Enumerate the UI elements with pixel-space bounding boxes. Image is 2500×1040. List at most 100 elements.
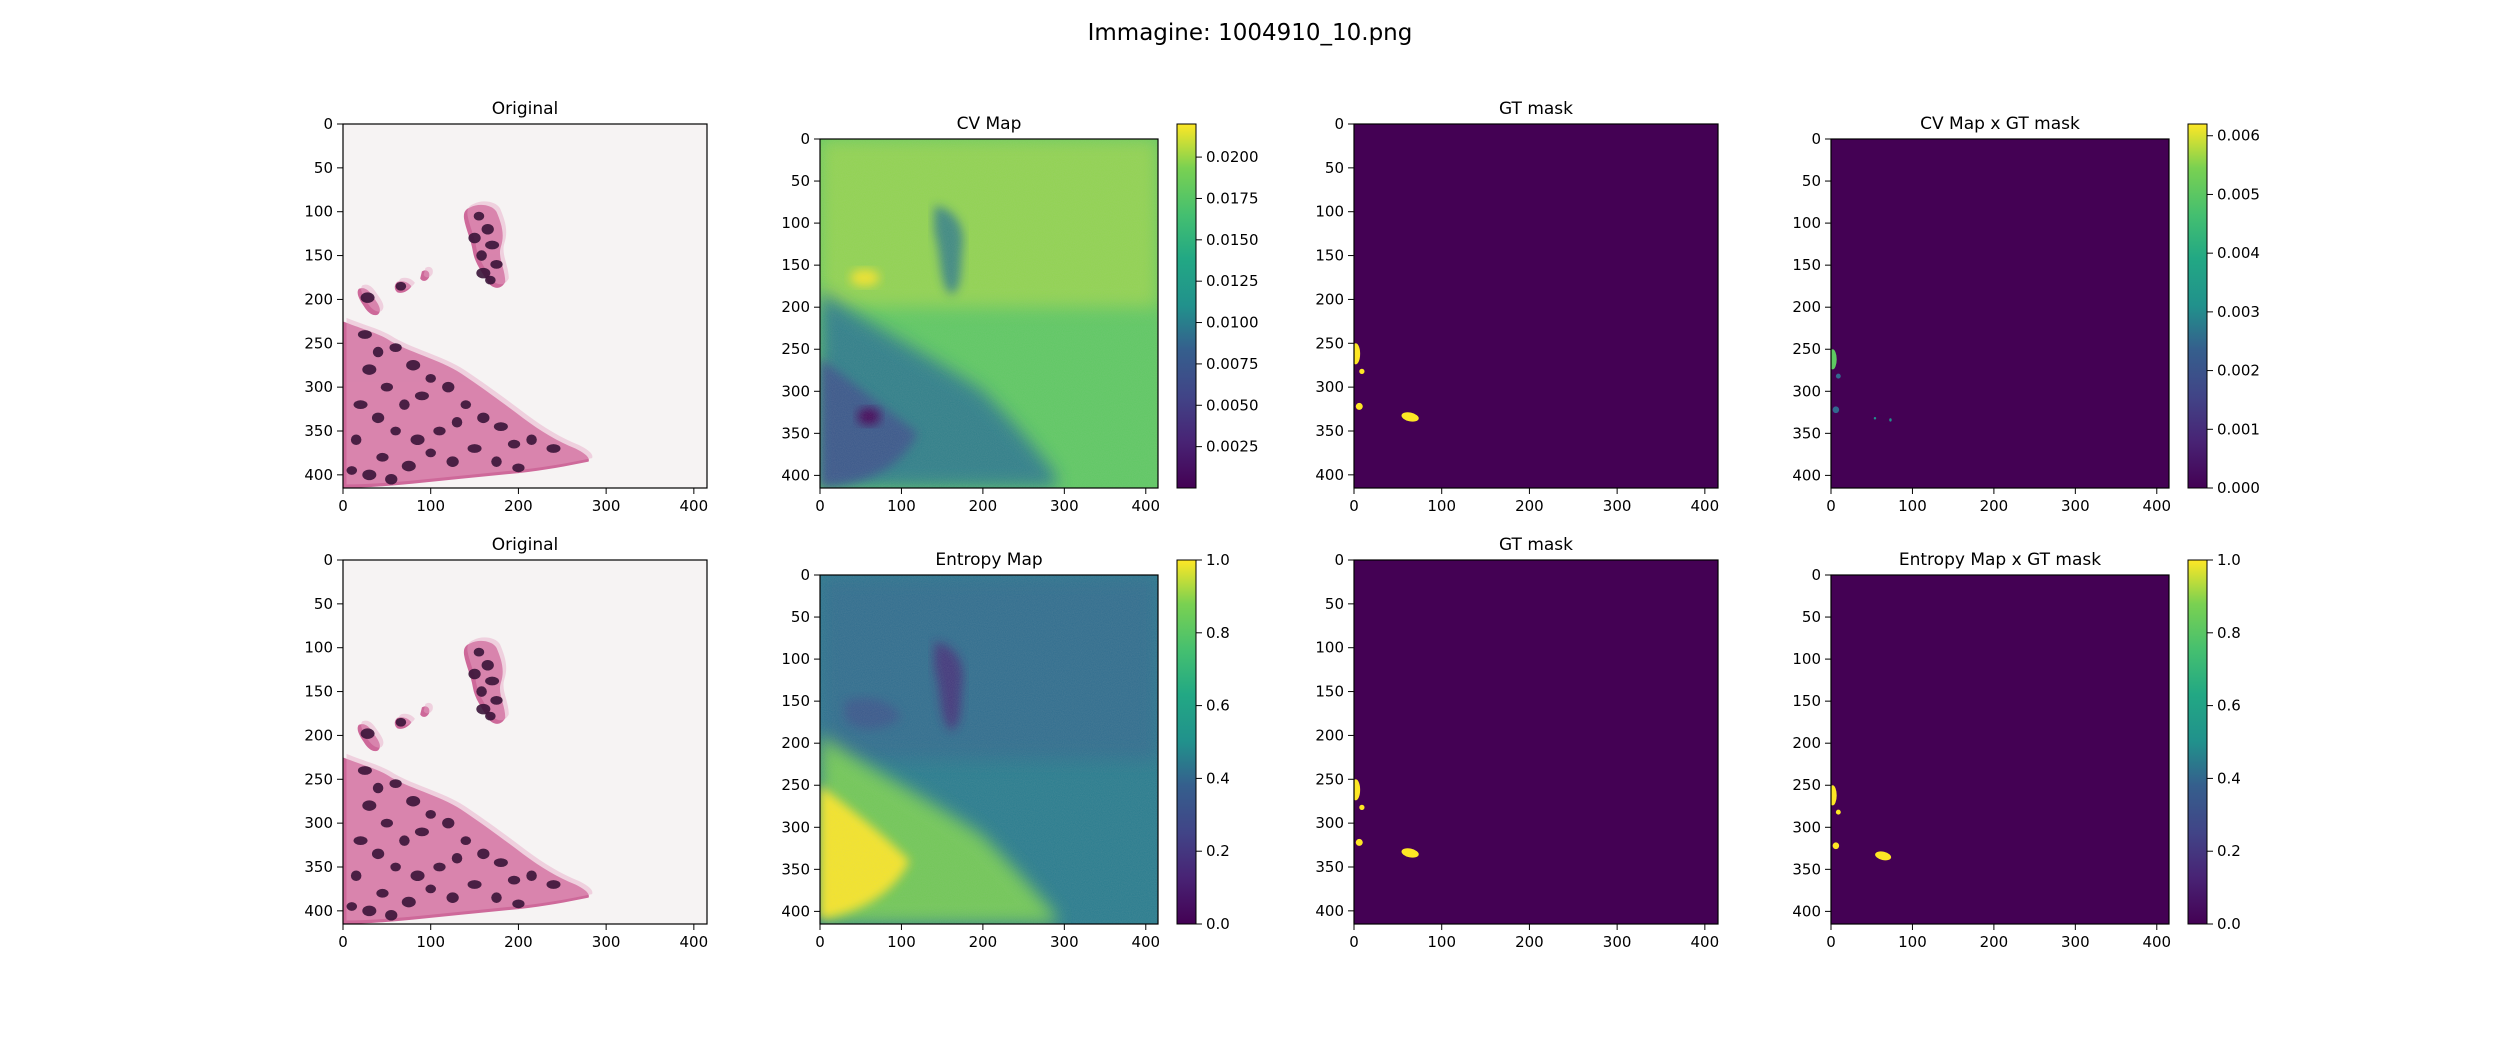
x-tick-label: 100	[1898, 497, 1927, 515]
x-tick-label: 0	[1349, 497, 1359, 515]
colorbar-tick-label: 0.004	[2217, 244, 2260, 262]
y-tick-label: 400	[1315, 902, 1344, 920]
y-tick-label: 200	[1315, 290, 1344, 308]
x-tick-label: 300	[1603, 497, 1632, 515]
mask-blob	[1873, 416, 1877, 420]
nucleus	[371, 848, 385, 860]
y-tick-label: 0	[323, 115, 333, 133]
y-tick-label: 400	[1315, 466, 1344, 484]
x-tick-label: 400	[1691, 933, 1720, 951]
nucleus	[399, 399, 410, 410]
x-tick-label: 200	[1515, 497, 1544, 515]
y-tick-label: 150	[1315, 683, 1344, 701]
x-tick-label: 200	[1515, 933, 1544, 951]
nucleus	[372, 346, 384, 358]
nucleus	[390, 862, 401, 872]
panel-image	[343, 124, 708, 489]
nucleus	[425, 373, 436, 383]
x-tick-label: 200	[504, 497, 533, 515]
mask-background	[1354, 124, 1718, 489]
y-tick-label: 150	[1792, 256, 1821, 274]
nucleus	[512, 899, 525, 909]
y-tick-label: 100	[1792, 214, 1821, 232]
nucleus	[401, 460, 416, 472]
panel-title: CV Map	[957, 114, 1022, 134]
panel-frame	[1830, 138, 2170, 489]
nucleus	[414, 391, 429, 401]
x-tick-label: 0	[1349, 933, 1359, 951]
nucleus	[353, 836, 368, 846]
nucleus	[401, 896, 416, 908]
y-tick-label: 300	[1792, 818, 1821, 836]
panel-histology: Original 0 50 100 150 200 250 300 350 400 0 100 200 3…	[304, 99, 708, 515]
panel-title: Entropy Map x GT mask	[1899, 550, 2101, 570]
y-tick-label: 50	[791, 608, 810, 626]
y-tick-label: 50	[791, 172, 810, 190]
x-tick-label: 300	[592, 497, 621, 515]
y-tick-label: 150	[781, 692, 810, 710]
nucleus	[481, 659, 494, 671]
panel-frame	[1353, 559, 1719, 925]
mask-blob	[1831, 349, 1837, 370]
x-tick-label: 0	[815, 933, 825, 951]
y-tick-label: 200	[1792, 734, 1821, 752]
colorbar-tick-label: 0.0175	[1206, 189, 1259, 207]
y-tick-label: 300	[1315, 814, 1344, 832]
nucleus	[385, 473, 398, 485]
colorbar-tick-label: 0.0100	[1206, 314, 1259, 332]
colorbar: 0.000 0.001 0.002 0.003 0.004 0.005 0.006	[2187, 123, 2260, 497]
y-tick-label: 350	[781, 860, 810, 878]
nucleus	[468, 232, 481, 244]
y-tick-label: 100	[304, 639, 333, 657]
y-tick-label: 200	[304, 726, 333, 744]
mask-background	[1354, 560, 1718, 925]
nucleus	[476, 267, 491, 279]
nucleus	[512, 463, 525, 473]
y-tick-label: 50	[314, 595, 333, 613]
colorbar-tick-label: 0.0200	[1206, 148, 1259, 166]
nucleus	[362, 469, 377, 481]
x-tick-label: 400	[2142, 497, 2171, 515]
nucleus	[481, 223, 494, 235]
y-tick-label: 250	[1315, 334, 1344, 352]
y-tick-label: 200	[1315, 726, 1344, 744]
nucleus	[433, 426, 446, 436]
y-tick-label: 100	[1315, 203, 1344, 221]
y-tick-label: 50	[1802, 172, 1821, 190]
nucleus	[353, 400, 368, 410]
nucleus	[433, 862, 446, 872]
mask-blob	[1359, 368, 1365, 374]
panel-frame	[1353, 123, 1719, 489]
nucleus	[442, 381, 455, 393]
y-tick-label: 350	[304, 422, 333, 440]
panel-entropy: Entropy Map 0 50 100 150 200 250 300 350 400 0 100 2…	[781, 550, 1230, 951]
x-tick-label: 100	[1427, 933, 1456, 951]
x-tick-label: 200	[504, 933, 533, 951]
nucleus	[485, 711, 496, 721]
colorbar-tick-label: 0.000	[2217, 479, 2260, 497]
colorbar-tick-label: 0.2	[2217, 842, 2241, 860]
nucleus	[485, 275, 496, 285]
y-tick-label: 150	[304, 683, 333, 701]
y-tick-label: 350	[781, 424, 810, 442]
nucleus	[362, 364, 377, 375]
colorbar-gradient	[1176, 559, 1197, 925]
colorbar: 0.0 0.2 0.4 0.6 0.8 1.0	[1176, 551, 1230, 933]
nucleus	[410, 434, 425, 446]
y-tick-label: 50	[1802, 608, 1821, 626]
colorbar-tick-label: 0.003	[2217, 303, 2260, 321]
x-tick-label: 300	[1603, 933, 1632, 951]
mask-blob	[1401, 412, 1419, 422]
nucleus	[473, 647, 485, 657]
panel-image	[1831, 575, 2169, 924]
colorbar-tick-label: 0.6	[1206, 697, 1230, 715]
colorbar-tick-label: 0.0075	[1206, 355, 1259, 373]
nucleus	[493, 858, 508, 867]
nucleus	[389, 779, 402, 789]
nucleus	[491, 892, 502, 903]
mask-blob	[1831, 785, 1837, 806]
nucleus	[490, 259, 503, 269]
y-tick-label: 0	[1334, 115, 1344, 133]
colorbar: 0.0025 0.0050 0.0075 0.0100 0.0125 0.0150 0.01…	[1176, 123, 1259, 489]
nucleus	[346, 902, 358, 911]
